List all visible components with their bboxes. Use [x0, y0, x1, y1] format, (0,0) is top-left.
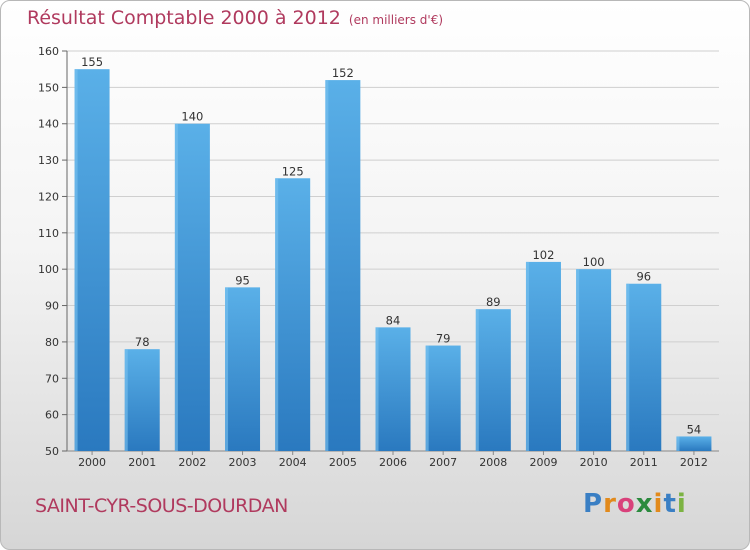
bar-2012: [676, 436, 712, 451]
logo-letter: P: [583, 489, 604, 519]
bar-highlight: [425, 345, 429, 451]
x-tick-label: 2003: [229, 456, 257, 469]
bar-2009: [525, 261, 561, 451]
x-tick-label: 2008: [479, 456, 507, 469]
y-tick-label: 60: [45, 409, 59, 422]
x-tick-label: 2004: [279, 456, 307, 469]
logo-letter: i: [676, 489, 687, 519]
y-tick-label: 90: [45, 300, 59, 313]
y-tick-label: 100: [38, 263, 59, 276]
data-label: 140: [181, 110, 203, 124]
bar-2008: [475, 309, 511, 451]
x-tick-label: 2006: [379, 456, 407, 469]
bar-2011: [626, 283, 662, 451]
logo-letter: r: [603, 489, 617, 519]
x-tick-label: 2005: [329, 456, 357, 469]
bar-highlight: [576, 269, 580, 451]
bar-highlight: [275, 178, 279, 452]
bar-2003: [225, 287, 261, 451]
bars: 155 78 140 95 125 152 84 79 89 102 100 96 54: [74, 55, 712, 452]
bar-highlight: [375, 327, 379, 451]
data-label: 100: [583, 255, 605, 269]
data-label: 78: [135, 335, 150, 349]
data-label: 89: [486, 295, 501, 309]
bar-2007: [425, 345, 461, 451]
x-tick-label: 2007: [429, 456, 457, 469]
bar-highlight: [174, 123, 178, 452]
y-tick-label: 70: [45, 372, 59, 385]
y-tick-label: 140: [38, 118, 59, 131]
data-label: 79: [436, 332, 451, 346]
y-tick-label: 80: [45, 336, 59, 349]
y-axis: 50 60 70 80 90 100 110 120 130 140 150 160 2000 2001 2…: [38, 45, 719, 469]
x-tick-label: 2011: [630, 456, 658, 469]
bar-highlight: [676, 436, 680, 451]
bar-highlight: [225, 287, 229, 451]
bar-2002: [174, 123, 210, 452]
bar-2005: [325, 80, 361, 451]
y-tick-label: 50: [45, 445, 59, 458]
data-label: 102: [532, 248, 554, 262]
y-tick-label: 160: [38, 45, 59, 58]
data-label: 54: [687, 422, 702, 436]
y-tick-label: 150: [38, 81, 59, 94]
logo-letter: x: [635, 489, 654, 519]
data-label: 84: [386, 313, 401, 327]
bar-2010: [576, 269, 612, 451]
chart-title: Résultat Comptable 2000 à 2012 (en millie…: [27, 7, 443, 29]
bar-2001: [124, 349, 160, 451]
x-tick-label: 2001: [128, 456, 156, 469]
data-label: 95: [235, 273, 250, 287]
chart-title-text: Résultat Comptable 2000 à 2012: [27, 7, 341, 29]
bar-2004: [275, 178, 311, 452]
bar-2006: [375, 327, 411, 451]
bar-2000: [74, 69, 110, 451]
x-tick-label: 2010: [580, 456, 608, 469]
proxiti-logo[interactable]: Proxiti: [583, 489, 687, 519]
bar-highlight: [525, 261, 529, 451]
bar-highlight: [325, 80, 329, 451]
commune-name: SAINT-CYR-SOUS-DOURDAN: [35, 495, 288, 517]
logo-letter: o: [616, 489, 636, 519]
data-label: 125: [282, 164, 304, 178]
bar-highlight: [475, 309, 479, 451]
x-tick-label: 2012: [680, 456, 708, 469]
y-tick-label: 130: [38, 154, 59, 167]
x-tick-label: 2002: [178, 456, 206, 469]
bar-highlight: [626, 283, 630, 451]
bar-highlight: [124, 349, 128, 451]
data-label: 96: [636, 270, 651, 284]
y-tick-label: 110: [38, 227, 59, 240]
x-tick-label: 2009: [529, 456, 557, 469]
data-label: 152: [332, 66, 354, 80]
logo-letter: i: [653, 489, 664, 519]
x-tick-label: 2000: [78, 456, 106, 469]
y-tick-label: 120: [38, 190, 59, 203]
logo-letter: t: [663, 489, 677, 519]
data-label: 155: [81, 55, 103, 69]
chart-subtitle: (en milliers d'€): [348, 13, 444, 27]
bar-highlight: [74, 69, 78, 451]
